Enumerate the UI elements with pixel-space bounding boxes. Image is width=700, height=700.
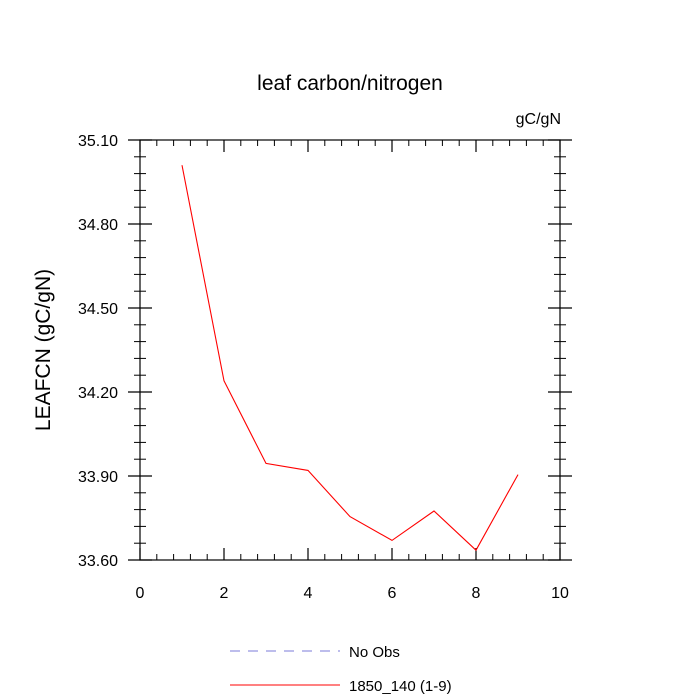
y-tick-label: 34.20 [78,385,118,402]
x-tick-label: 10 [551,585,569,602]
y-tick-label: 34.80 [78,217,118,234]
minor-ticks [134,140,566,560]
y-tick-label: 34.50 [78,301,118,318]
tick-labels: 0 2 4 6 8 10 33.60 33.90 34.20 34.50 34.80 35.10 [78,133,569,602]
y-tick-label: 35.10 [78,133,118,150]
chart-title: leaf carbon/nitrogen [257,72,443,95]
x-tick-label: 2 [220,585,229,602]
x-tick-label: 8 [472,585,481,602]
series-layer [181,165,519,552]
plot-frame [139,139,561,561]
x-tick-label: 6 [388,585,397,602]
legend-label: No Obs [349,644,400,661]
legend: No Obs 1850_140 (1-9) [230,644,452,695]
legend-label: 1850_140 (1-9) [349,678,452,695]
units-label: gC/gN [516,111,561,128]
x-tick-label: 4 [304,585,313,602]
series-line [181,165,519,552]
y-axis-label: LEAFCN (gC/gN) [32,269,55,431]
y-tick-label: 33.90 [78,469,118,486]
x-tick-label: 0 [136,585,145,602]
y-tick-label: 33.60 [78,553,118,570]
